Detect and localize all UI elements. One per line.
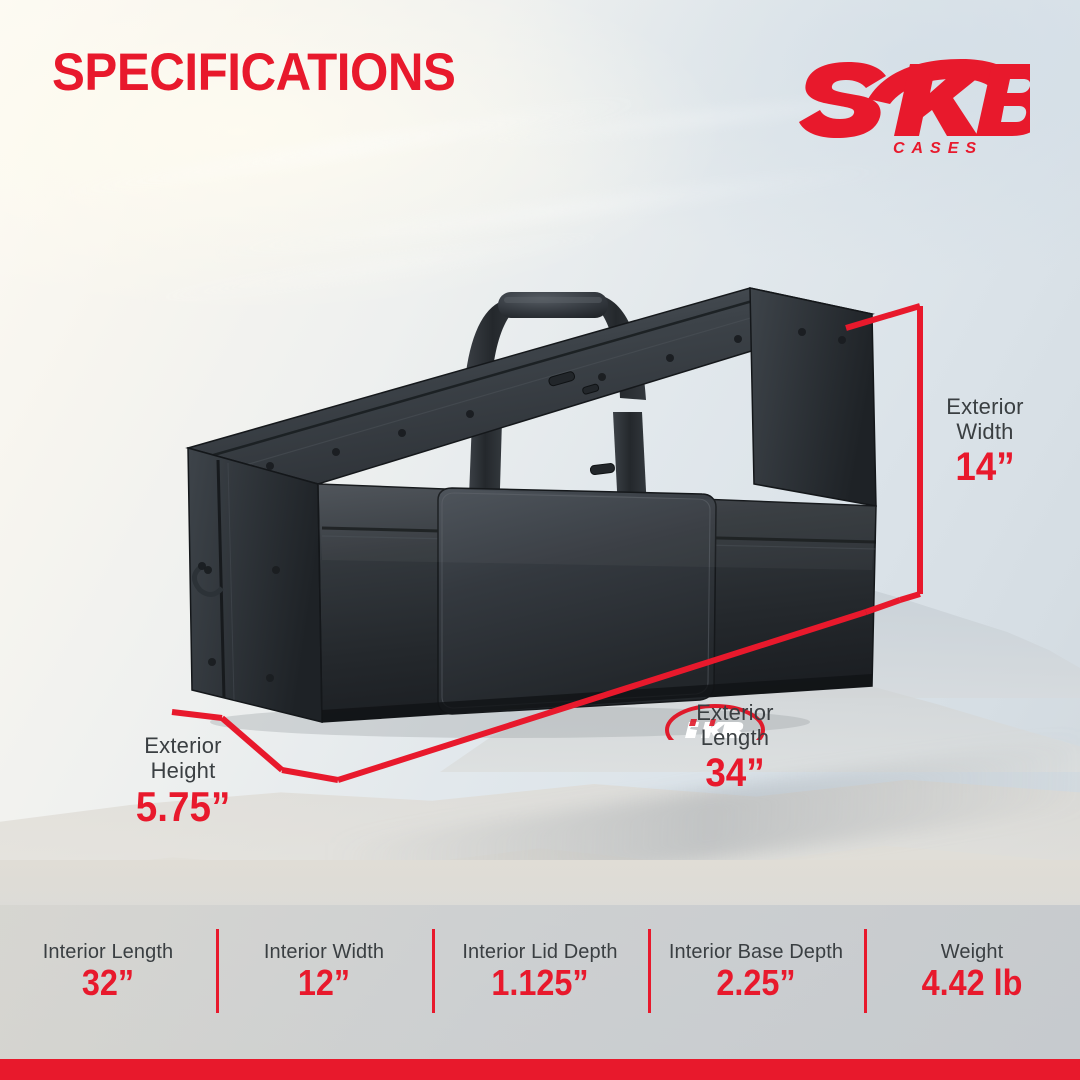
spec-interior-lid-depth: Interior Lid Depth 1.125”: [432, 941, 648, 1002]
spec-value: 2.25”: [716, 961, 796, 1003]
spec-value: 1.125”: [491, 961, 589, 1003]
callout-value: 14”: [955, 445, 1015, 490]
callout-label-line1: Exterior: [946, 394, 1024, 419]
callout-value: 5.75”: [135, 783, 231, 831]
spec-label: Interior Base Depth: [668, 940, 844, 963]
callout-exterior-width: Exterior Width 14”: [905, 394, 1065, 488]
page-title: SPECIFICATIONS: [52, 43, 456, 102]
spec-value: 32”: [81, 961, 135, 1003]
bottom-accent-bar: [0, 1059, 1080, 1080]
spec-value: 12”: [297, 961, 351, 1003]
zipper-pull: [548, 371, 600, 395]
spec-label: Interior Lid Depth: [462, 940, 618, 963]
callout-label-line2: Width: [956, 419, 1014, 445]
callout-label-line1: Exterior: [144, 733, 222, 758]
specification-bar: Interior Length 32” Interior Width 12” I…: [0, 925, 1080, 1017]
zipper-pull: [589, 463, 615, 475]
skb-logo: CASES: [790, 52, 1030, 157]
spec-label: Weight: [940, 940, 1004, 963]
spec-label: Interior Length: [42, 940, 174, 963]
spec-interior-width: Interior Width 12”: [216, 941, 432, 1002]
product-image: [150, 270, 910, 740]
callout-label-line2: Height: [150, 758, 216, 784]
callout-label-line2: Length: [700, 725, 770, 751]
callout-label-line1: Exterior: [696, 700, 774, 725]
logo-tagline: CASES: [893, 140, 983, 157]
spec-value: 4.42 lb: [921, 961, 1023, 1003]
callout-exterior-height: Exterior Height 5.75”: [78, 733, 288, 829]
callout-value: 34”: [705, 751, 765, 796]
callout-exterior-length: Exterior Length 34”: [650, 700, 820, 794]
spec-interior-base-depth: Interior Base Depth 2.25”: [648, 941, 864, 1002]
spec-label: Interior Width: [263, 940, 385, 963]
spec-interior-length: Interior Length 32”: [0, 941, 216, 1002]
spec-weight: Weight 4.42 lb: [864, 941, 1080, 1002]
